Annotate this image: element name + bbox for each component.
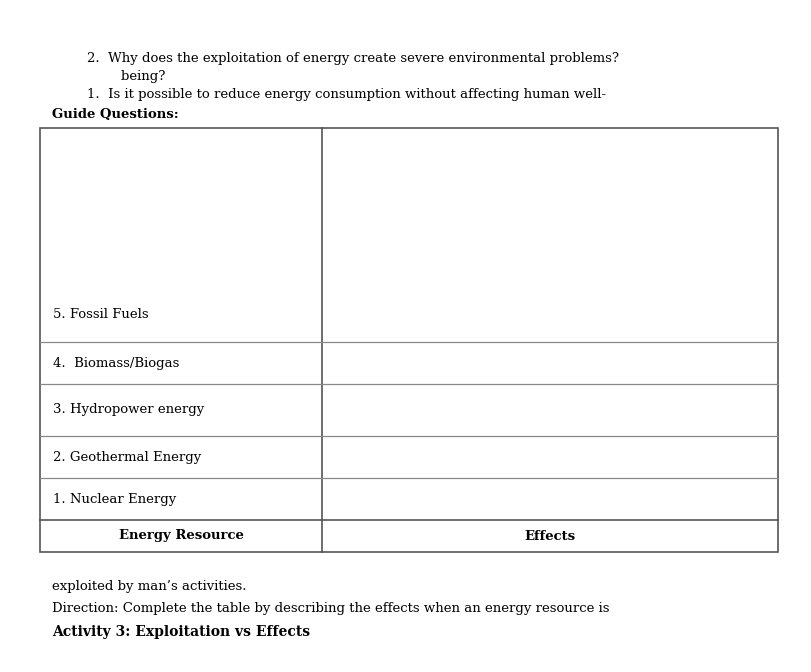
Bar bbox=[40, 128, 778, 552]
Text: 2. Geothermal Energy: 2. Geothermal Energy bbox=[53, 450, 201, 464]
Text: Direction: Complete the table by describing the effects when an energy resource : Direction: Complete the table by describ… bbox=[52, 602, 610, 615]
Text: exploited by man’s activities.: exploited by man’s activities. bbox=[52, 580, 247, 593]
Text: Effects: Effects bbox=[525, 530, 576, 542]
Text: 2.  Why does the exploitation of energy create severe environmental problems?: 2. Why does the exploitation of energy c… bbox=[87, 52, 619, 65]
Text: Energy Resource: Energy Resource bbox=[118, 530, 243, 542]
Text: 3. Hydropower energy: 3. Hydropower energy bbox=[53, 403, 204, 417]
Text: 1. Nuclear Energy: 1. Nuclear Energy bbox=[53, 493, 176, 505]
Text: Activity 3: Exploitation vs Effects: Activity 3: Exploitation vs Effects bbox=[52, 625, 310, 639]
Text: being?: being? bbox=[87, 70, 165, 83]
Text: 1.  Is it possible to reduce energy consumption without affecting human well-: 1. Is it possible to reduce energy consu… bbox=[87, 88, 606, 101]
Text: Guide Questions:: Guide Questions: bbox=[52, 108, 178, 121]
Text: 4.  Biomass/Biogas: 4. Biomass/Biogas bbox=[53, 357, 179, 370]
Text: 5. Fossil Fuels: 5. Fossil Fuels bbox=[53, 308, 148, 321]
